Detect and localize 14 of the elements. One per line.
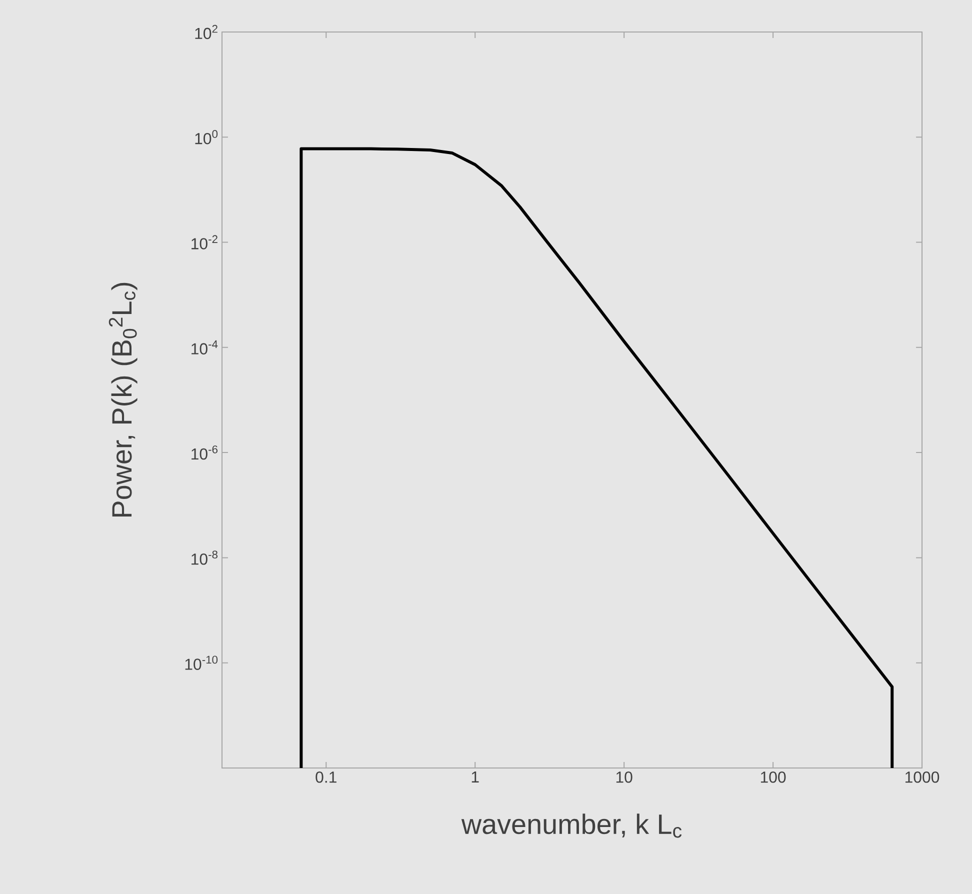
y-tick-label: 10$^{-10}$	[185, 656, 218, 670]
x-tick-label: 100	[760, 772, 786, 783]
y-axis-title: Power, P(k) (B$_{0}$$^{2}$L$_{c}$)	[108, 282, 138, 517]
y-tick-label: 10$^{2}$	[195, 24, 218, 40]
y-tick-label: 10$^{-8}$	[192, 550, 218, 565]
x-tick-label: 0.1	[316, 772, 336, 783]
x-tick-label: 1	[472, 772, 479, 782]
x-tick-label: 10	[616, 772, 632, 783]
y-tick-label: 10$^{0}$	[195, 130, 218, 144]
x-axis-title: wavenumber, k L$_{c}$	[461, 814, 682, 838]
y-tick-label: 10$^{-4}$	[192, 340, 218, 354]
y-tick-label: 10$^{-2}$	[192, 235, 218, 250]
x-tick-label: 1000	[905, 772, 940, 783]
y-tick-label: 10$^{-6}$	[192, 445, 218, 460]
